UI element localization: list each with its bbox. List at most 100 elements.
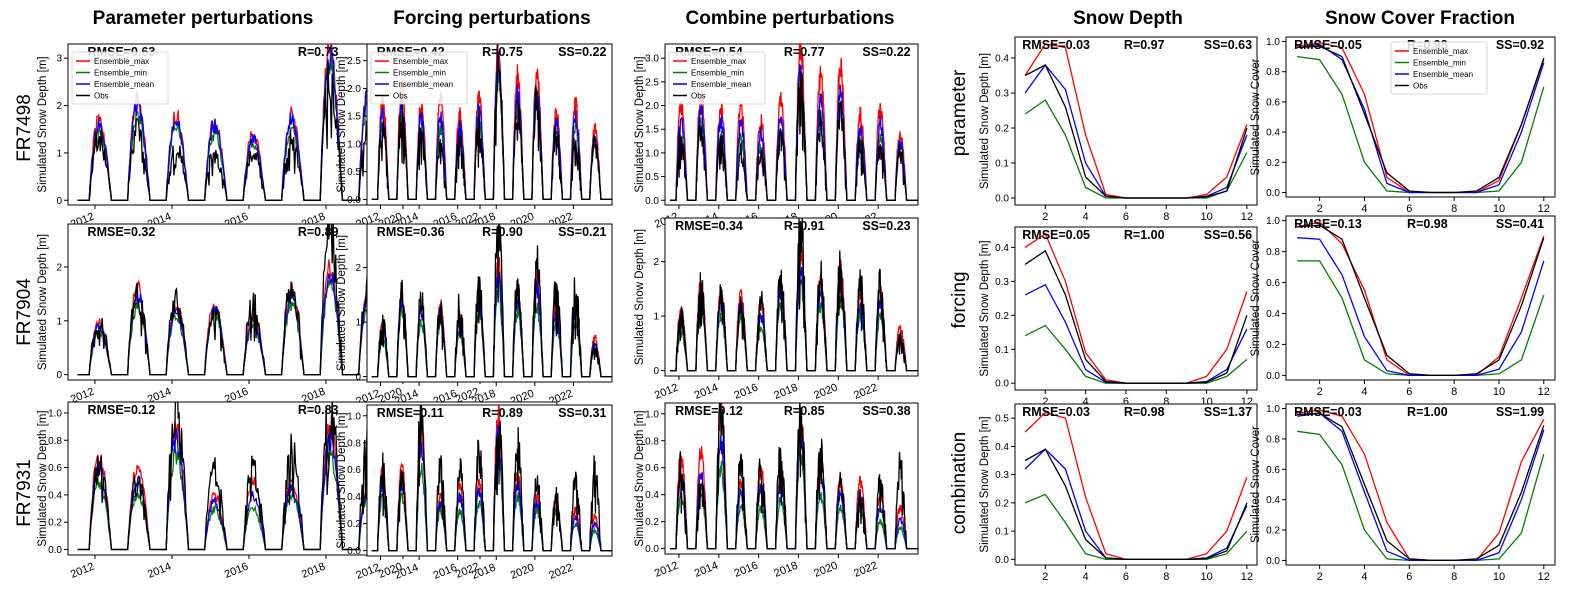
legend-label: Obs (393, 92, 408, 101)
ytick-label: 0.4 (1266, 128, 1280, 139)
xtick-label: 6 (1406, 203, 1412, 215)
xtick-label: 2018 (772, 382, 799, 402)
ytick-label: 2.5 (347, 56, 361, 67)
ytick-label: 0.4 (1266, 309, 1280, 320)
series-group (1024, 43, 1248, 199)
stat-ss: SS=0.31 (558, 406, 606, 420)
ytick-label: 0 (653, 366, 659, 377)
ytick-label: 1.0 (645, 148, 659, 159)
stat-ss: SS=1.37 (1204, 405, 1252, 419)
ytick-label: 3.0 (645, 54, 659, 65)
series-group (670, 403, 918, 550)
legend-label: Ensemble_min (691, 69, 744, 78)
ytick-label: 0.4 (347, 492, 361, 503)
legend-label: Ensemble_max (94, 57, 149, 66)
stat-rmse: RMSE=0.12 (675, 404, 743, 418)
legend-label: Ensemble_mean (691, 80, 751, 89)
panel-scf-forcing: 0.0 0.2 0.4 0.6 0.8 1.0 2 4 6 8 10 12 Simulated Snow… (1250, 215, 1556, 398)
stat-r: R=0.91 (784, 219, 825, 233)
ytick-label: 0.0 (995, 194, 1009, 205)
legend-label: Obs (1413, 82, 1428, 91)
xtick-label: 4 (1083, 396, 1089, 408)
xtick-label: 2022 (547, 562, 574, 582)
xtick-label: 2020 (812, 382, 839, 402)
series-line-Obs (1024, 64, 1248, 199)
stat-r: R=0.90 (482, 225, 523, 239)
stat-ss: SS=1.99 (1496, 405, 1544, 419)
legend-box (668, 51, 766, 105)
xtick-label: 12 (1538, 386, 1550, 398)
stat-r: R=0.77 (784, 45, 825, 59)
xtick-label: 2022 (852, 382, 879, 402)
ylabel: Simulated Snow Depth [m] (979, 53, 991, 189)
ytick-label: 0.5 (347, 167, 361, 178)
ytick-label: 0.0 (995, 379, 1009, 390)
legend-label: Ensemble_max (1413, 47, 1468, 56)
xtick-label: 2016 (733, 560, 760, 580)
legend-label: Ensemble_mean (1413, 70, 1473, 79)
legend-box (370, 51, 468, 105)
ytick-label: 0.6 (48, 463, 62, 474)
stat-ss: SS=0.92 (1496, 38, 1544, 52)
ytick-label: 0.1 (995, 345, 1009, 356)
ytick-label: 0.8 (1266, 67, 1280, 78)
axes-frame (1014, 36, 1258, 206)
ytick-label: 2.0 (347, 84, 361, 95)
xtick-label: 2012 (354, 562, 381, 582)
axes-frame (1014, 226, 1258, 391)
ytick-label: 0.4 (48, 490, 62, 501)
xtick-label: 12 (1241, 571, 1253, 583)
legend-label: Ensemble_mean (94, 80, 154, 89)
xtick-label: 4 (1083, 571, 1089, 583)
ytick-label: 0.4 (1266, 495, 1280, 506)
series-line-Obs (670, 403, 918, 550)
xtick-label: 12 (1538, 203, 1550, 215)
ylabel: Simulated Snow Cover (1250, 426, 1262, 543)
stat-ss: SS=0.22 (558, 45, 606, 59)
ytick-label: 0.8 (347, 438, 361, 449)
ylabel: Simulated Snow Cover (1250, 239, 1262, 356)
stat-rmse: RMSE=0.03 (1022, 38, 1090, 52)
ytick-label: 0.2 (995, 311, 1009, 322)
xtick-label: 2012 (69, 561, 96, 581)
ytick-label: 0.2 (347, 519, 361, 530)
ytick-label: 0.2 (995, 124, 1009, 135)
ytick-label: 0.2 (645, 517, 659, 528)
stat-rmse: RMSE=0.36 (377, 225, 445, 239)
stat-r: R=1.00 (1407, 405, 1448, 419)
xtick-label: 8 (1451, 386, 1457, 398)
stat-r: R=0.83 (298, 403, 339, 417)
legend: Ensemble_max Ensemble_min Ensemble_mean Obs (71, 51, 169, 105)
xtick-label: 8 (1451, 571, 1457, 583)
panel-ts-FR7904-combine: 0 1 2 2012 2014 2016 2018 2020 2022 Simulated Sno… (634, 217, 919, 402)
ytick-label: 1.0 (1266, 37, 1280, 48)
series-group (371, 44, 612, 201)
legend-label: Ensemble_min (393, 69, 446, 78)
xtick-label: 2012 (653, 382, 680, 402)
panel-ts-FR7498-combine: 0.00.51.01.52.02.53.02012201420162018202… (634, 43, 919, 231)
xtick-label: 4 (1083, 211, 1089, 223)
ytick-label: 0.0 (1266, 188, 1280, 199)
xtick-label: 10 (1493, 203, 1505, 215)
ytick-label: 1.0 (347, 139, 361, 150)
xtick-label: 6 (1123, 571, 1129, 583)
legend-label: Ensemble_max (393, 57, 448, 66)
ylabel: Simulated Snow Cover (1250, 58, 1262, 175)
xtick-label: 2 (1042, 396, 1048, 408)
ytick-label: 0.4 (995, 442, 1009, 453)
ytick-label: 1.0 (48, 408, 62, 419)
series-group (670, 44, 918, 201)
stat-ss: SS=0.41 (1496, 217, 1544, 231)
stat-ss: SS=0.63 (1204, 38, 1252, 52)
xtick-label: 2020 (812, 560, 839, 580)
axes-frame (1285, 403, 1556, 566)
ylabel: Simulated Snow Depth [m] (979, 416, 991, 552)
ytick-label: 0.5 (995, 414, 1009, 425)
ytick-label: 0.6 (645, 463, 659, 474)
series-line-Obs (371, 224, 612, 378)
ytick-label: 0.8 (1266, 434, 1280, 445)
series-line-Obs (1024, 448, 1248, 561)
xtick-label: 8 (1451, 203, 1457, 215)
